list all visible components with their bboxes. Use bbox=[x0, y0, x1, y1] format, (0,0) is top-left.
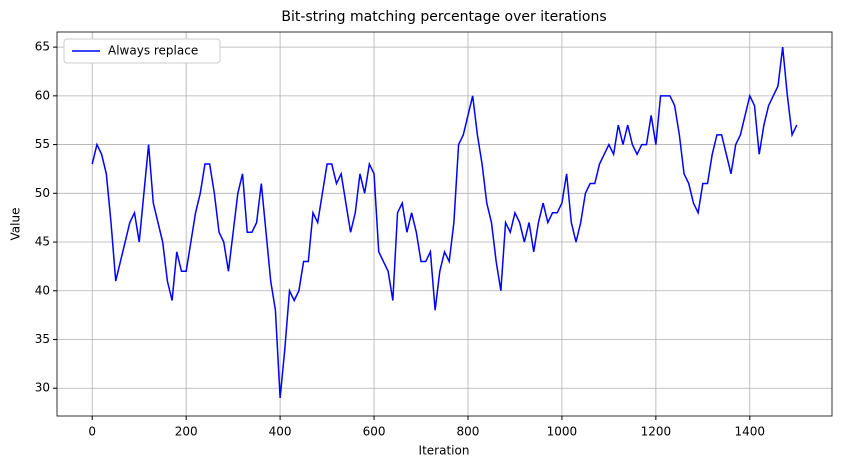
legend-box bbox=[63, 38, 221, 64]
x-tick-label: 600 bbox=[363, 425, 386, 439]
x-tick-label: 200 bbox=[175, 425, 198, 439]
x-axis-label: Iteration bbox=[419, 444, 470, 458]
y-tick-label: 35 bbox=[35, 332, 50, 346]
y-tick-label: 45 bbox=[35, 235, 50, 249]
y-tick-label: 50 bbox=[35, 186, 50, 200]
x-tick-label: 400 bbox=[269, 425, 292, 439]
x-tick-label: 800 bbox=[457, 425, 480, 439]
y-tick-label: 60 bbox=[35, 88, 50, 102]
y-tick-label: 65 bbox=[35, 40, 50, 54]
x-tick-label: 0 bbox=[88, 425, 96, 439]
y-tick-label: 40 bbox=[35, 283, 50, 297]
data-line bbox=[91, 47, 798, 399]
y-axis-label: Value bbox=[9, 208, 23, 241]
x-tick-label: 1000 bbox=[547, 425, 578, 439]
legend-label: Always replace bbox=[108, 44, 198, 58]
plot-frame bbox=[56, 31, 833, 417]
y-tick-label: 30 bbox=[35, 381, 50, 395]
x-tick-label: 1400 bbox=[735, 425, 766, 439]
x-tick-label: 1200 bbox=[641, 425, 672, 439]
chart-title: Bit-string matching percentage over iter… bbox=[281, 9, 606, 25]
y-tick-label: 55 bbox=[35, 137, 50, 151]
